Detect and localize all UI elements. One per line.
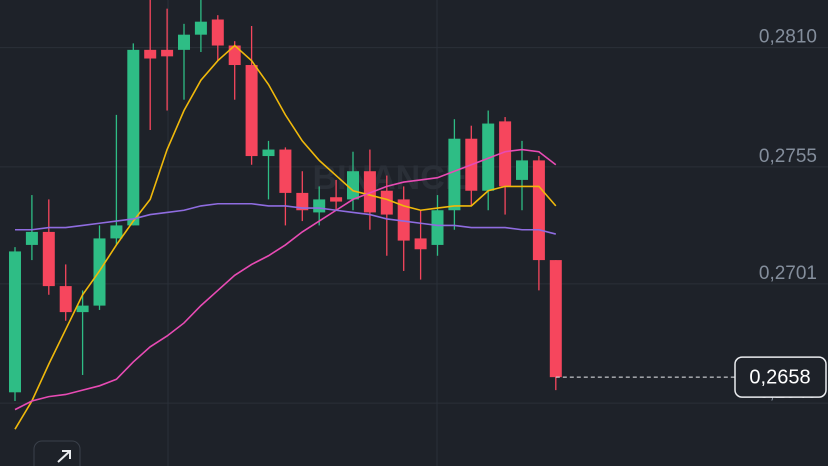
- candle-body: [516, 160, 528, 180]
- candle-body: [59, 286, 72, 313]
- candle-body: [245, 65, 258, 157]
- candle-body: [380, 190, 393, 215]
- candle-body: [262, 149, 275, 157]
- candle-body: [110, 225, 123, 239]
- candle-body: [211, 19, 224, 46]
- candle-body: [313, 199, 326, 213]
- candle-body: [499, 121, 512, 187]
- expand-button[interactable]: [33, 440, 81, 466]
- candle-body: [347, 171, 359, 200]
- candle-body: [25, 231, 38, 245]
- arrow-icon: [57, 450, 71, 463]
- moving-average-line: [14, 148, 557, 411]
- candle-body: [431, 210, 444, 245]
- y-tick-label: 0,2701: [759, 263, 817, 284]
- candle-body: [296, 192, 309, 211]
- candle-body: [144, 49, 157, 59]
- candle-body: [127, 49, 140, 226]
- candle-body: [363, 171, 376, 213]
- candle-body: [448, 138, 461, 211]
- candle-body: [482, 123, 495, 191]
- button-frame[interactable]: [33, 440, 81, 466]
- candle-body: [194, 21, 207, 35]
- candle-body: [279, 149, 292, 193]
- marks: [9, 0, 562, 430]
- candle-body: [330, 197, 343, 202]
- y-tick-label: 0,2755: [759, 146, 817, 167]
- y-tick-label: 0,2810: [759, 27, 817, 48]
- candle-body: [9, 251, 21, 393]
- moving-average-line: [14, 44, 557, 430]
- candle-body: [549, 260, 562, 378]
- candle-body: [161, 49, 174, 57]
- last-price-box: [734, 356, 827, 398]
- candle-body: [414, 238, 427, 250]
- last-price-label: 0,2658: [749, 366, 810, 388]
- candle-body: [42, 231, 55, 287]
- moving-average-line: [15, 202, 556, 235]
- candle-body: [397, 199, 410, 241]
- candle-body: [228, 45, 241, 66]
- candle-body: [76, 305, 89, 313]
- candle-body: [532, 160, 545, 261]
- candle-body: [178, 34, 190, 50]
